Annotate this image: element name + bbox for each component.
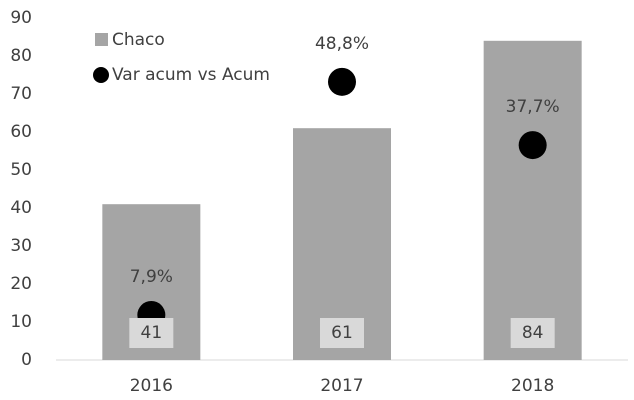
bar xyxy=(483,40,582,361)
y-tick-label: 90 xyxy=(10,8,32,28)
y-tick-label: 50 xyxy=(10,160,32,180)
y-tick-label: 20 xyxy=(10,274,32,294)
dot-label: 7,9% xyxy=(130,267,173,287)
y-tick-label: 40 xyxy=(10,198,32,218)
y-tick-label: 30 xyxy=(10,236,32,256)
bar-label-box xyxy=(320,318,364,348)
dot xyxy=(328,67,356,96)
x-tick-label: 2018 xyxy=(511,376,554,396)
y-tick-label: 10 xyxy=(10,312,32,332)
legend-label: Var acum vs Acum xyxy=(112,65,270,85)
x-tick-label: 2017 xyxy=(320,376,363,396)
legend-swatch xyxy=(93,67,109,83)
legend-swatch xyxy=(95,33,108,46)
dot xyxy=(518,131,547,160)
dot-label: 48,8% xyxy=(315,34,369,54)
bar-label-box xyxy=(129,318,174,348)
y-tick-label: 60 xyxy=(10,122,32,142)
bar-label: 84 xyxy=(522,323,544,343)
y-tick-label: 0 xyxy=(21,350,32,370)
legend-label: Chaco xyxy=(112,30,165,50)
bar-label-box xyxy=(510,318,555,348)
bar-label: 61 xyxy=(331,323,353,343)
dot-label: 37,7% xyxy=(506,97,560,117)
bar-label: 41 xyxy=(141,323,163,343)
y-tick-label: 80 xyxy=(10,46,32,66)
y-tick-label: 70 xyxy=(10,84,32,104)
x-tick-label: 2016 xyxy=(130,376,173,396)
